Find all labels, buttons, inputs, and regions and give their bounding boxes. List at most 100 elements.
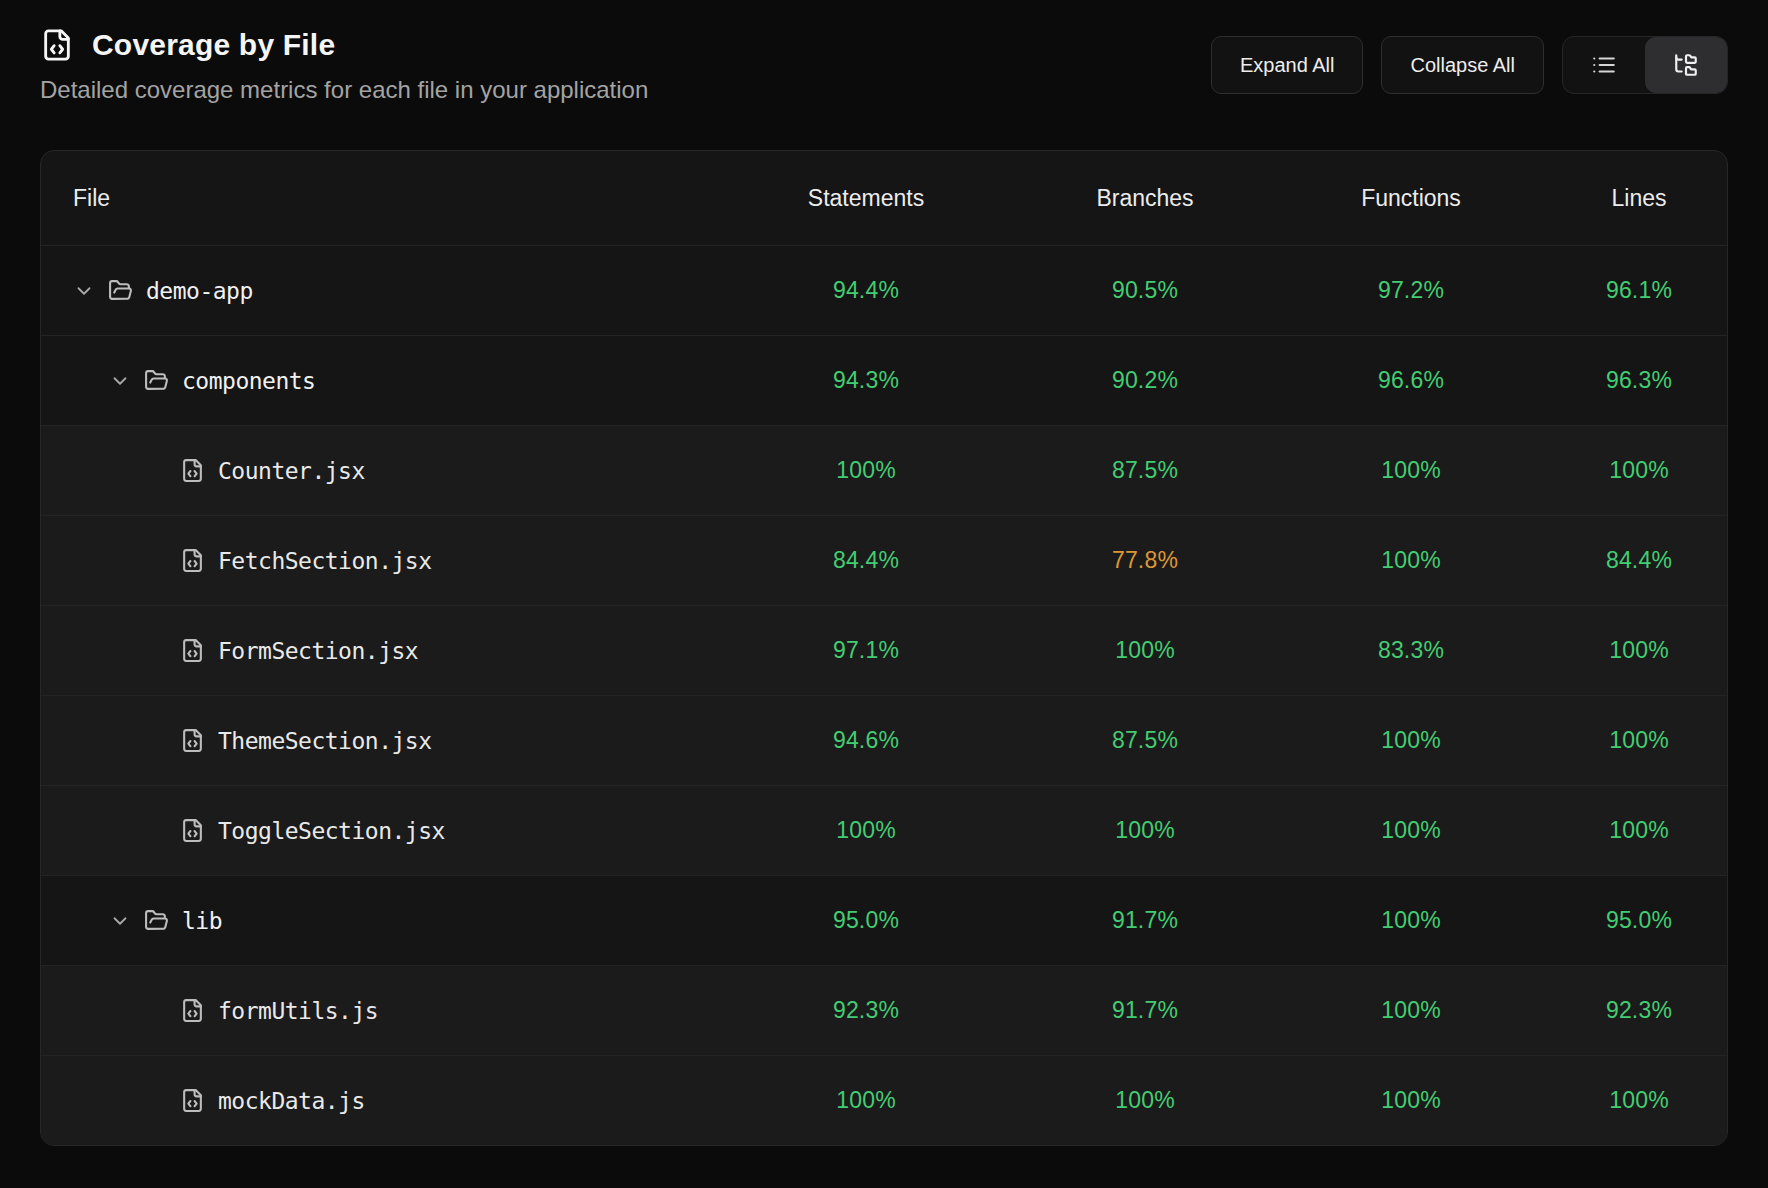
file-code-icon xyxy=(180,818,205,843)
statements-value: 100% xyxy=(713,457,1019,484)
column-header-statements: Statements xyxy=(713,185,1019,212)
file-name: mockData.js xyxy=(218,1088,365,1114)
statements-value: 100% xyxy=(713,817,1019,844)
table-row[interactable]: formUtils.js 92.3% 91.7% 100% 92.3% xyxy=(41,965,1727,1055)
functions-value: 100% xyxy=(1271,727,1551,754)
table-row[interactable]: demo-app 94.4% 90.5% 97.2% 96.1% xyxy=(41,245,1727,335)
file-code-icon xyxy=(180,638,205,663)
branches-value: 90.2% xyxy=(1019,367,1271,394)
column-header-branches: Branches xyxy=(1019,185,1271,212)
tree-indent xyxy=(73,1100,145,1101)
statements-value: 94.6% xyxy=(713,727,1019,754)
page-title: Coverage by File xyxy=(92,28,335,62)
tree-indent xyxy=(73,1010,145,1011)
branches-value: 87.5% xyxy=(1019,457,1271,484)
column-header-lines: Lines xyxy=(1551,185,1727,212)
file-name: lib xyxy=(182,908,222,934)
file-name: ThemeSection.jsx xyxy=(218,728,432,754)
lines-value: 100% xyxy=(1551,727,1727,754)
functions-value: 97.2% xyxy=(1271,277,1551,304)
file-code-icon xyxy=(180,998,205,1023)
branches-value: 91.7% xyxy=(1019,907,1271,934)
table-row[interactable]: components 94.3% 90.2% 96.6% 96.3% xyxy=(41,335,1727,425)
coverage-table: File Statements Branches Functions Lines xyxy=(40,150,1728,1146)
branches-value: 100% xyxy=(1019,637,1271,664)
table-row[interactable]: lib 95.0% 91.7% 100% 95.0% xyxy=(41,875,1727,965)
tree-indent xyxy=(73,380,109,381)
file-code-icon xyxy=(180,548,205,573)
chevron-down-icon[interactable] xyxy=(109,910,131,932)
file-code-icon xyxy=(180,1088,205,1113)
column-header-file: File xyxy=(41,185,713,212)
lines-value: 96.1% xyxy=(1551,277,1727,304)
folder-open-icon xyxy=(144,908,169,933)
collapse-all-button[interactable]: Collapse All xyxy=(1381,36,1544,94)
file-name: Counter.jsx xyxy=(218,458,365,484)
lines-value: 100% xyxy=(1551,1087,1727,1114)
tree-indent xyxy=(73,560,145,561)
expand-all-button[interactable]: Expand All xyxy=(1211,36,1364,94)
table-row[interactable]: FormSection.jsx 97.1% 100% 83.3% 100% xyxy=(41,605,1727,695)
file-name: formUtils.js xyxy=(218,998,378,1024)
list-icon xyxy=(1591,52,1617,78)
functions-value: 83.3% xyxy=(1271,637,1551,664)
file-code-icon xyxy=(40,28,74,62)
tree-indent xyxy=(73,830,145,831)
branches-value: 91.7% xyxy=(1019,997,1271,1024)
functions-value: 96.6% xyxy=(1271,367,1551,394)
statements-value: 94.4% xyxy=(713,277,1019,304)
statements-value: 97.1% xyxy=(713,637,1019,664)
lines-value: 96.3% xyxy=(1551,367,1727,394)
view-toggle xyxy=(1562,36,1728,94)
lines-value: 100% xyxy=(1551,637,1727,664)
functions-value: 100% xyxy=(1271,547,1551,574)
page-header: Coverage by File Detailed coverage metri… xyxy=(40,28,1728,104)
branches-value: 100% xyxy=(1019,817,1271,844)
table-row[interactable]: Counter.jsx 100% 87.5% 100% 100% xyxy=(41,425,1727,515)
tree-indent xyxy=(73,650,145,651)
tree-indent xyxy=(73,470,145,471)
statements-value: 100% xyxy=(713,1087,1019,1114)
file-code-icon xyxy=(180,728,205,753)
lines-value: 92.3% xyxy=(1551,997,1727,1024)
file-name: components xyxy=(182,368,315,394)
file-name: demo-app xyxy=(146,278,253,304)
table-row[interactable]: ThemeSection.jsx 94.6% 87.5% 100% 100% xyxy=(41,695,1727,785)
page-subtitle: Detailed coverage metrics for each file … xyxy=(40,76,648,104)
chevron-down-icon[interactable] xyxy=(73,280,95,302)
tree-view-button[interactable] xyxy=(1645,37,1727,93)
functions-value: 100% xyxy=(1271,457,1551,484)
folder-open-icon xyxy=(144,368,169,393)
branches-value: 90.5% xyxy=(1019,277,1271,304)
column-header-functions: Functions xyxy=(1271,185,1551,212)
list-view-button[interactable] xyxy=(1563,37,1645,93)
tree-indent xyxy=(73,920,109,921)
branches-value: 77.8% xyxy=(1019,547,1271,574)
functions-value: 100% xyxy=(1271,997,1551,1024)
statements-value: 92.3% xyxy=(713,997,1019,1024)
chevron-down-icon[interactable] xyxy=(109,370,131,392)
lines-value: 95.0% xyxy=(1551,907,1727,934)
statements-value: 84.4% xyxy=(713,547,1019,574)
functions-value: 100% xyxy=(1271,1087,1551,1114)
functions-value: 100% xyxy=(1271,907,1551,934)
table-row[interactable]: FetchSection.jsx 84.4% 77.8% 100% 84.4% xyxy=(41,515,1727,605)
folder-open-icon xyxy=(108,278,133,303)
branches-value: 100% xyxy=(1019,1087,1271,1114)
file-name: FormSection.jsx xyxy=(218,638,418,664)
table-row[interactable]: mockData.js 100% 100% 100% 100% xyxy=(41,1055,1727,1145)
statements-value: 94.3% xyxy=(713,367,1019,394)
table-header-row: File Statements Branches Functions Lines xyxy=(41,151,1727,245)
lines-value: 100% xyxy=(1551,457,1727,484)
tree-indent xyxy=(73,740,145,741)
functions-value: 100% xyxy=(1271,817,1551,844)
file-name: FetchSection.jsx xyxy=(218,548,432,574)
folder-tree-icon xyxy=(1673,52,1699,78)
lines-value: 84.4% xyxy=(1551,547,1727,574)
branches-value: 87.5% xyxy=(1019,727,1271,754)
table-row[interactable]: ToggleSection.jsx 100% 100% 100% 100% xyxy=(41,785,1727,875)
lines-value: 100% xyxy=(1551,817,1727,844)
file-name: ToggleSection.jsx xyxy=(218,818,445,844)
statements-value: 95.0% xyxy=(713,907,1019,934)
file-code-icon xyxy=(180,458,205,483)
